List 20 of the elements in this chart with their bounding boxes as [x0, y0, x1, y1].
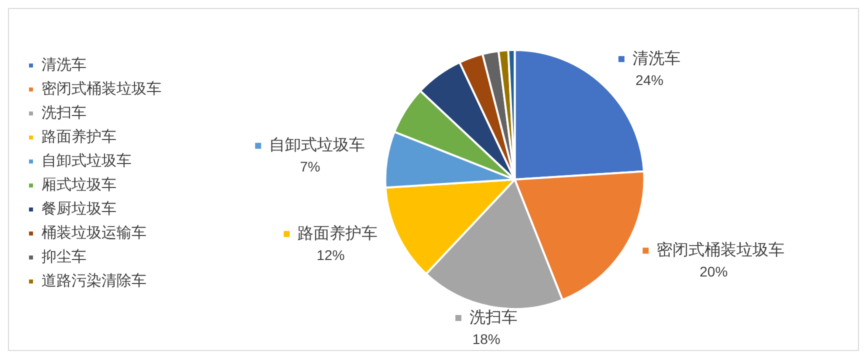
category-label: 路面养护车	[42, 128, 116, 146]
legend-label: 路面养护车	[298, 224, 378, 242]
legend-label: 道路污染清除车	[42, 272, 146, 290]
legend-label: 抑尘车	[42, 248, 86, 266]
legend-label: 密闭式桶装垃圾车	[656, 241, 785, 260]
legend-label: 桶装垃圾运输车	[42, 224, 146, 242]
legend-label: 清洗车	[632, 49, 680, 68]
category-label: 自卸式垃圾车	[42, 152, 132, 170]
data-label: 12%	[316, 246, 345, 263]
category-label: 清洗车	[42, 56, 86, 74]
data-label: 18%	[472, 330, 500, 347]
data-label: 24%	[635, 72, 664, 88]
category-label: 洗扫车	[42, 104, 86, 122]
legend-label: 餐厨垃圾车	[42, 200, 116, 218]
data-label: 20%	[700, 264, 728, 280]
data-label: 7%	[300, 158, 320, 175]
category-label: 密闭式桶装垃圾车	[42, 80, 162, 98]
legend-label: 自卸式垃圾车	[269, 136, 366, 154]
legend-label: 厢式垃圾车	[42, 176, 116, 194]
legend-label: 洗扫车	[469, 308, 518, 326]
